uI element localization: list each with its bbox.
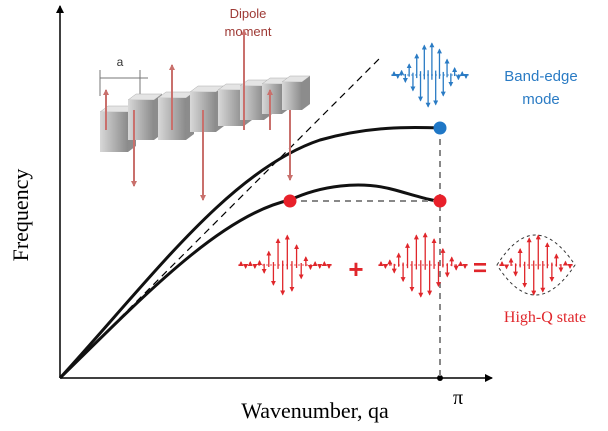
upper-band bbox=[58, 125, 441, 380]
high-q-point bbox=[433, 194, 447, 208]
envelope bbox=[496, 234, 576, 296]
y-axis-label: Frequency bbox=[8, 169, 33, 262]
lower-band bbox=[58, 183, 441, 380]
cube bbox=[262, 84, 282, 114]
dipole-inset: a Dipole moment bbox=[99, 6, 311, 201]
cube-side bbox=[302, 76, 310, 110]
cube bbox=[128, 100, 154, 140]
equals-sign: = bbox=[473, 255, 487, 282]
pi-point bbox=[437, 375, 443, 381]
dipole-label: moment bbox=[225, 24, 272, 39]
band-edge-label: mode bbox=[522, 91, 560, 108]
dipole-label: Dipole bbox=[230, 6, 267, 21]
cube bbox=[282, 82, 302, 110]
cube bbox=[100, 112, 128, 152]
high-q-label: High-Q state bbox=[504, 309, 586, 326]
pi-label: π bbox=[453, 387, 463, 409]
plus-sign: + bbox=[348, 254, 363, 284]
lattice-label: a bbox=[117, 55, 124, 69]
band-edge-point bbox=[433, 121, 447, 135]
band-edge-label: Band-edge bbox=[504, 68, 577, 85]
x-axis-label: Wavenumber, qa bbox=[241, 398, 389, 423]
high-q-point bbox=[283, 194, 297, 208]
cube bbox=[218, 90, 244, 126]
